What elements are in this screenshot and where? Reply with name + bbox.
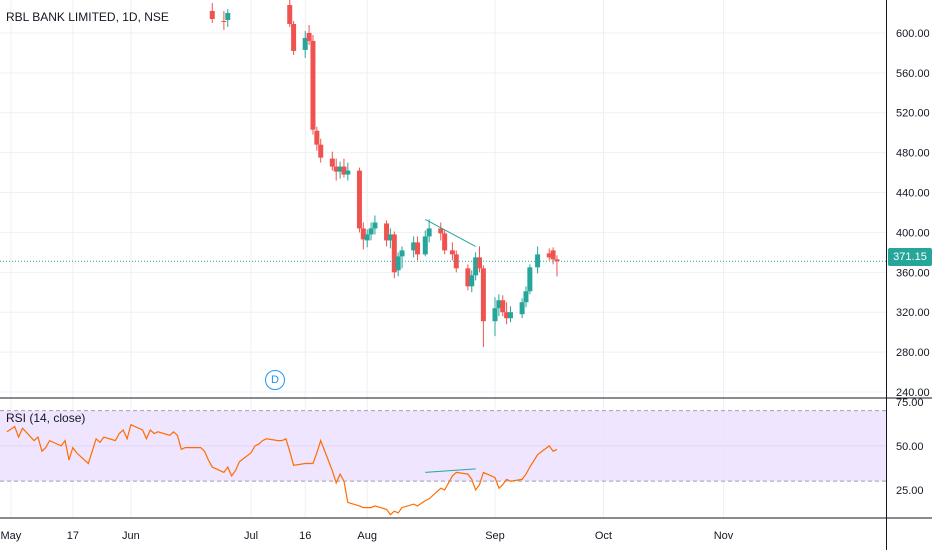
price-tick-label: 400.00: [896, 227, 930, 239]
x-tick-label: May: [0, 530, 21, 542]
candle-body: [310, 40, 316, 130]
x-tick-label: Jun: [122, 530, 140, 542]
candle-body: [480, 268, 486, 322]
x-tick-label: Jul: [244, 530, 258, 542]
candle-body: [442, 233, 448, 251]
candle-body: [411, 242, 417, 251]
price-tick-label: 280.00: [896, 347, 930, 359]
candle-body: [225, 13, 231, 20]
candle-body: [306, 32, 312, 41]
candle-body: [318, 144, 324, 158]
candle-body: [395, 256, 401, 271]
rsi-trendline: [425, 468, 476, 473]
candle-body: [356, 170, 362, 229]
candle-body: [496, 300, 502, 309]
price-tick-label: 360.00: [896, 267, 930, 279]
x-tick-label: 16: [299, 530, 311, 542]
candle-body: [391, 234, 397, 273]
candle-body: [364, 234, 370, 241]
candle-body: [368, 228, 374, 235]
symbol-title[interactable]: RBL BANK LIMITED, 1D, NSE: [6, 10, 169, 24]
candle-body: [519, 302, 525, 315]
candle-body: [554, 259, 560, 262]
price-tick-label: 520.00: [896, 108, 930, 120]
rsi-tick-label: 75.00: [896, 397, 924, 409]
candle-body: [546, 253, 552, 258]
x-tick-label: Aug: [357, 530, 377, 542]
candle-body: [337, 166, 343, 172]
price-tick-label: 440.00: [896, 188, 930, 200]
candle-body: [422, 236, 428, 255]
price-tick-label: 480.00: [896, 148, 930, 160]
candle-body: [473, 257, 479, 276]
candle-body: [477, 257, 483, 269]
candle-body: [287, 5, 293, 24]
candle-body: [360, 228, 366, 240]
candle-body: [415, 242, 421, 255]
candle-body: [438, 228, 444, 234]
candle-body: [527, 267, 533, 292]
price-trendline: [425, 219, 476, 247]
candle-body: [384, 223, 390, 241]
candle-body: [492, 308, 498, 322]
candle-body: [550, 250, 556, 260]
candle-body: [426, 228, 432, 237]
candle-body: [387, 234, 393, 241]
candle-body: [399, 250, 405, 257]
candle-body: [500, 300, 506, 313]
rsi-indicator-title[interactable]: RSI (14, close): [6, 411, 86, 425]
rsi-line: [6, 423, 558, 516]
price-tick-label: 600.00: [896, 28, 930, 40]
candle-body: [314, 130, 320, 145]
x-tick-label: Sep: [485, 530, 505, 542]
candle-body: [291, 23, 297, 51]
candle-body: [504, 312, 510, 319]
candle-body: [465, 268, 471, 287]
candle-body: [221, 20, 227, 22]
candle-body: [209, 11, 215, 19]
x-tick-label: Oct: [595, 530, 612, 542]
price-tick-label: 320.00: [896, 307, 930, 319]
candle-body: [449, 250, 455, 255]
candles-group: [209, 0, 560, 348]
price-tick-label: 240.00: [896, 387, 930, 399]
candle-body: [341, 166, 347, 175]
price-tick-label: 560.00: [896, 68, 930, 80]
candle-body: [372, 222, 378, 229]
x-tick-label: Nov: [714, 530, 734, 542]
candle-body: [302, 37, 308, 50]
x-tick-label: 17: [67, 530, 79, 542]
candle-body: [523, 291, 529, 303]
rsi-tick-label: 25.00: [896, 485, 924, 497]
candle-body: [345, 170, 351, 175]
candle-body: [507, 312, 513, 319]
last-price-label: 371.15: [888, 248, 932, 266]
candle-body: [329, 158, 335, 167]
candle-body: [333, 166, 339, 172]
rsi-group: [6, 423, 558, 516]
rsi-tick-label: 50.00: [896, 441, 924, 453]
dividend-event-badge[interactable]: D: [265, 370, 285, 390]
candle-body: [469, 275, 475, 287]
